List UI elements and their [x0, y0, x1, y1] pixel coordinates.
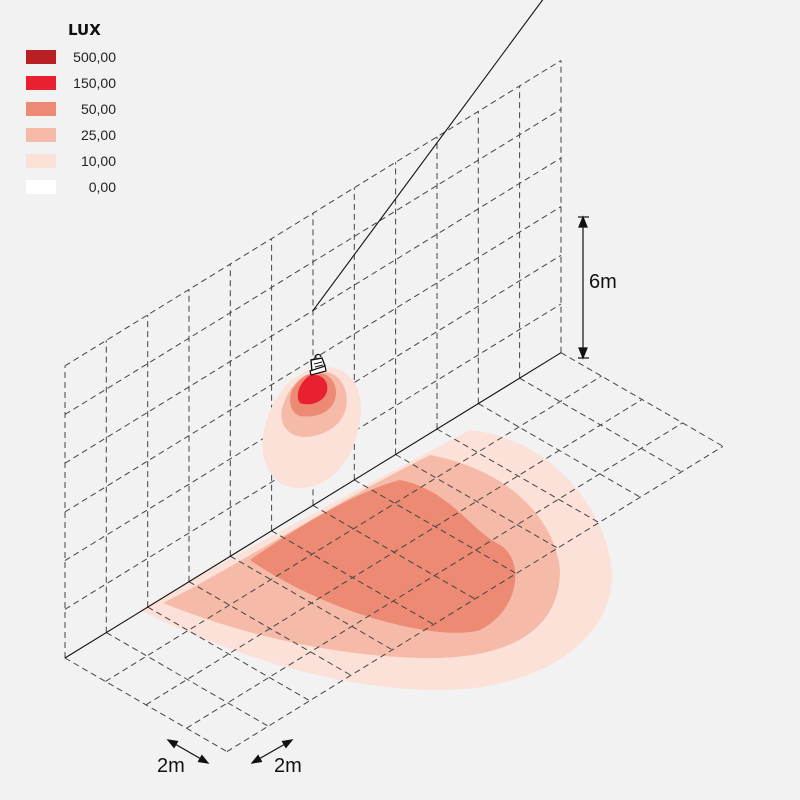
legend-value: 0,00 — [88, 179, 116, 195]
grid-dimensions — [166, 739, 294, 764]
legend-item: 25,00 — [26, 127, 116, 144]
floor-grid-width-line — [186, 422, 683, 729]
legend-swatch — [26, 102, 56, 116]
grid-x-dimension-label: 2m — [157, 755, 185, 777]
arrowhead-icon — [197, 754, 210, 764]
legend-value: 10,00 — [80, 153, 116, 169]
floor-grid-depth-line — [436, 428, 600, 524]
legend-item: 50,00 — [26, 101, 116, 118]
grid-y-dimension-label: 2m — [274, 755, 302, 777]
arrowhead-icon — [166, 739, 179, 749]
wall-contour-150 — [297, 374, 328, 405]
legend-value: 500,00 — [73, 49, 116, 65]
floor-grid-depth-line — [395, 454, 558, 549]
wall-base-line — [64, 352, 562, 659]
height-dimension-label: 6m — [589, 271, 617, 293]
floor-grid-width-line — [105, 375, 602, 682]
floor-grid-depth-line — [147, 606, 310, 702]
legend-title: LUX — [68, 21, 101, 39]
floodlight-fixture-icon — [309, 353, 327, 376]
legend-swatch — [26, 76, 56, 90]
legend-value: 25,00 — [80, 127, 116, 143]
legend-swatch — [26, 50, 56, 64]
arrowhead-up-icon — [578, 215, 588, 228]
arrowhead-down-icon — [578, 347, 588, 360]
legend-item: 500,00 — [26, 49, 116, 66]
legend-swatch — [26, 128, 56, 142]
wall-base-and-mounting-line — [64, 0, 562, 659]
legend-value: 50,00 — [80, 101, 116, 117]
height-dimension — [578, 215, 589, 360]
mounting-height-line — [312, 0, 544, 311]
legend-item: 150,00 — [26, 75, 116, 92]
wall-grid-horizontal-line — [64, 60, 562, 367]
arrowhead-icon — [250, 754, 263, 764]
legend-item: 10,00 — [26, 153, 116, 170]
floor-grid-depth-line — [354, 479, 517, 574]
floor-grid — [64, 352, 724, 753]
wall-light-distribution — [262, 367, 361, 488]
legend-swatch — [26, 154, 56, 168]
legend-swatch — [26, 180, 56, 194]
floor-light-distribution — [140, 430, 612, 690]
floor-grid-width-line — [145, 399, 643, 706]
arrowhead-icon — [281, 739, 294, 749]
legend-item: 0,00 — [26, 179, 116, 196]
floor-grid-width-line — [226, 445, 724, 753]
floor-grid-depth-line — [106, 632, 269, 727]
legend-value: 150,00 — [73, 75, 116, 91]
wall-grid-horizontal-line — [64, 108, 562, 415]
